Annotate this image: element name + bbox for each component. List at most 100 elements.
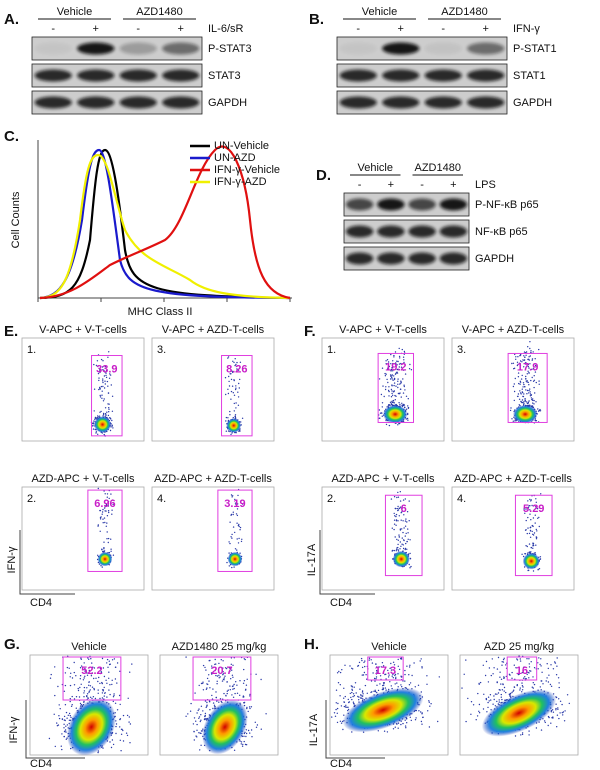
event-dot bbox=[114, 678, 117, 680]
band bbox=[382, 69, 420, 82]
event-dot bbox=[383, 395, 385, 398]
event-dot bbox=[397, 539, 399, 541]
event-dot bbox=[98, 379, 100, 382]
event-dot bbox=[377, 689, 380, 692]
event-dot bbox=[397, 378, 399, 380]
event-dot bbox=[414, 719, 417, 721]
event-dot bbox=[528, 389, 530, 392]
event-dot bbox=[107, 500, 110, 503]
event-dot bbox=[519, 364, 522, 366]
event-dot bbox=[376, 691, 378, 694]
event-dot bbox=[232, 688, 234, 690]
event-dot bbox=[245, 744, 248, 746]
legend-label: UN-AZD bbox=[214, 152, 256, 164]
event-dot bbox=[409, 682, 412, 684]
event-dot bbox=[218, 674, 220, 676]
event-dot bbox=[335, 689, 338, 691]
event-dot bbox=[388, 395, 390, 397]
event-dot bbox=[238, 387, 240, 389]
event-dot bbox=[556, 714, 559, 716]
event-dot bbox=[112, 503, 114, 506]
event-dot bbox=[410, 565, 412, 568]
event-dot bbox=[100, 516, 102, 518]
event-dot bbox=[206, 677, 209, 680]
event-dot bbox=[519, 355, 521, 357]
event-dot bbox=[110, 384, 113, 386]
event-dot bbox=[108, 411, 110, 413]
event-dot bbox=[529, 530, 532, 532]
event-dot bbox=[519, 390, 521, 392]
event-dot bbox=[338, 670, 340, 673]
event-dot bbox=[239, 694, 241, 696]
band bbox=[424, 42, 462, 55]
event-dot bbox=[97, 433, 99, 435]
event-dot bbox=[64, 704, 67, 706]
event-dot bbox=[231, 669, 233, 671]
event-dot bbox=[77, 687, 79, 690]
event-dot bbox=[224, 377, 227, 379]
event-dot bbox=[552, 711, 555, 713]
gate bbox=[62, 656, 122, 701]
event-dot bbox=[568, 702, 570, 705]
event-dot bbox=[503, 657, 505, 659]
event-dot bbox=[487, 701, 489, 704]
blot-strip bbox=[336, 63, 508, 88]
event-dot bbox=[107, 510, 110, 512]
event-dot bbox=[79, 675, 82, 677]
event-dot bbox=[241, 503, 244, 505]
event-dot bbox=[400, 366, 403, 368]
event-dot bbox=[393, 402, 395, 404]
event-dot bbox=[554, 661, 556, 663]
event-dot bbox=[556, 665, 558, 667]
event-dot bbox=[558, 682, 560, 684]
event-dot bbox=[402, 404, 404, 406]
event-dot bbox=[106, 496, 109, 498]
event-dot bbox=[406, 511, 409, 513]
event-dot bbox=[235, 402, 237, 404]
event-dot bbox=[531, 368, 533, 370]
event-dot bbox=[111, 395, 114, 397]
event-dot bbox=[212, 688, 214, 690]
group-label: Vehicle bbox=[57, 6, 92, 18]
event-dot bbox=[527, 516, 529, 519]
histogram-curve bbox=[39, 145, 291, 300]
event-dot bbox=[65, 738, 68, 740]
event-dot bbox=[523, 366, 525, 368]
event-dot bbox=[531, 530, 533, 533]
gate-value: 19.2 bbox=[385, 361, 406, 373]
event-dot bbox=[558, 717, 560, 720]
event-dot bbox=[111, 424, 113, 426]
event-dot bbox=[537, 662, 539, 664]
event-dot bbox=[403, 384, 405, 386]
event-dot bbox=[402, 499, 405, 501]
event-dot bbox=[199, 749, 201, 751]
event-dot bbox=[92, 696, 95, 698]
event-dot bbox=[331, 716, 333, 718]
event-dot bbox=[98, 676, 100, 679]
event-dot bbox=[88, 691, 90, 693]
event-dot bbox=[232, 495, 234, 497]
event-dot bbox=[337, 702, 339, 705]
event-dot bbox=[73, 671, 76, 674]
event-dot bbox=[529, 388, 531, 390]
event-dot bbox=[349, 692, 351, 695]
event-dot bbox=[534, 420, 537, 422]
event-dot bbox=[79, 686, 81, 689]
event-dot bbox=[217, 671, 220, 673]
event-dot bbox=[376, 684, 378, 686]
blot-strip bbox=[343, 192, 470, 217]
event-dot bbox=[234, 692, 236, 695]
event-dot bbox=[399, 383, 401, 385]
event-dot bbox=[364, 660, 366, 662]
gate bbox=[384, 494, 423, 577]
event-dot bbox=[230, 398, 232, 400]
event-dot bbox=[408, 674, 410, 676]
event-dot bbox=[97, 524, 100, 526]
event-dot bbox=[190, 702, 192, 705]
event-dot bbox=[120, 733, 123, 735]
event-dot bbox=[111, 410, 114, 412]
event-dot bbox=[408, 368, 411, 370]
event-dot bbox=[343, 697, 345, 699]
event-dot bbox=[228, 565, 230, 567]
event-dot bbox=[234, 364, 236, 367]
